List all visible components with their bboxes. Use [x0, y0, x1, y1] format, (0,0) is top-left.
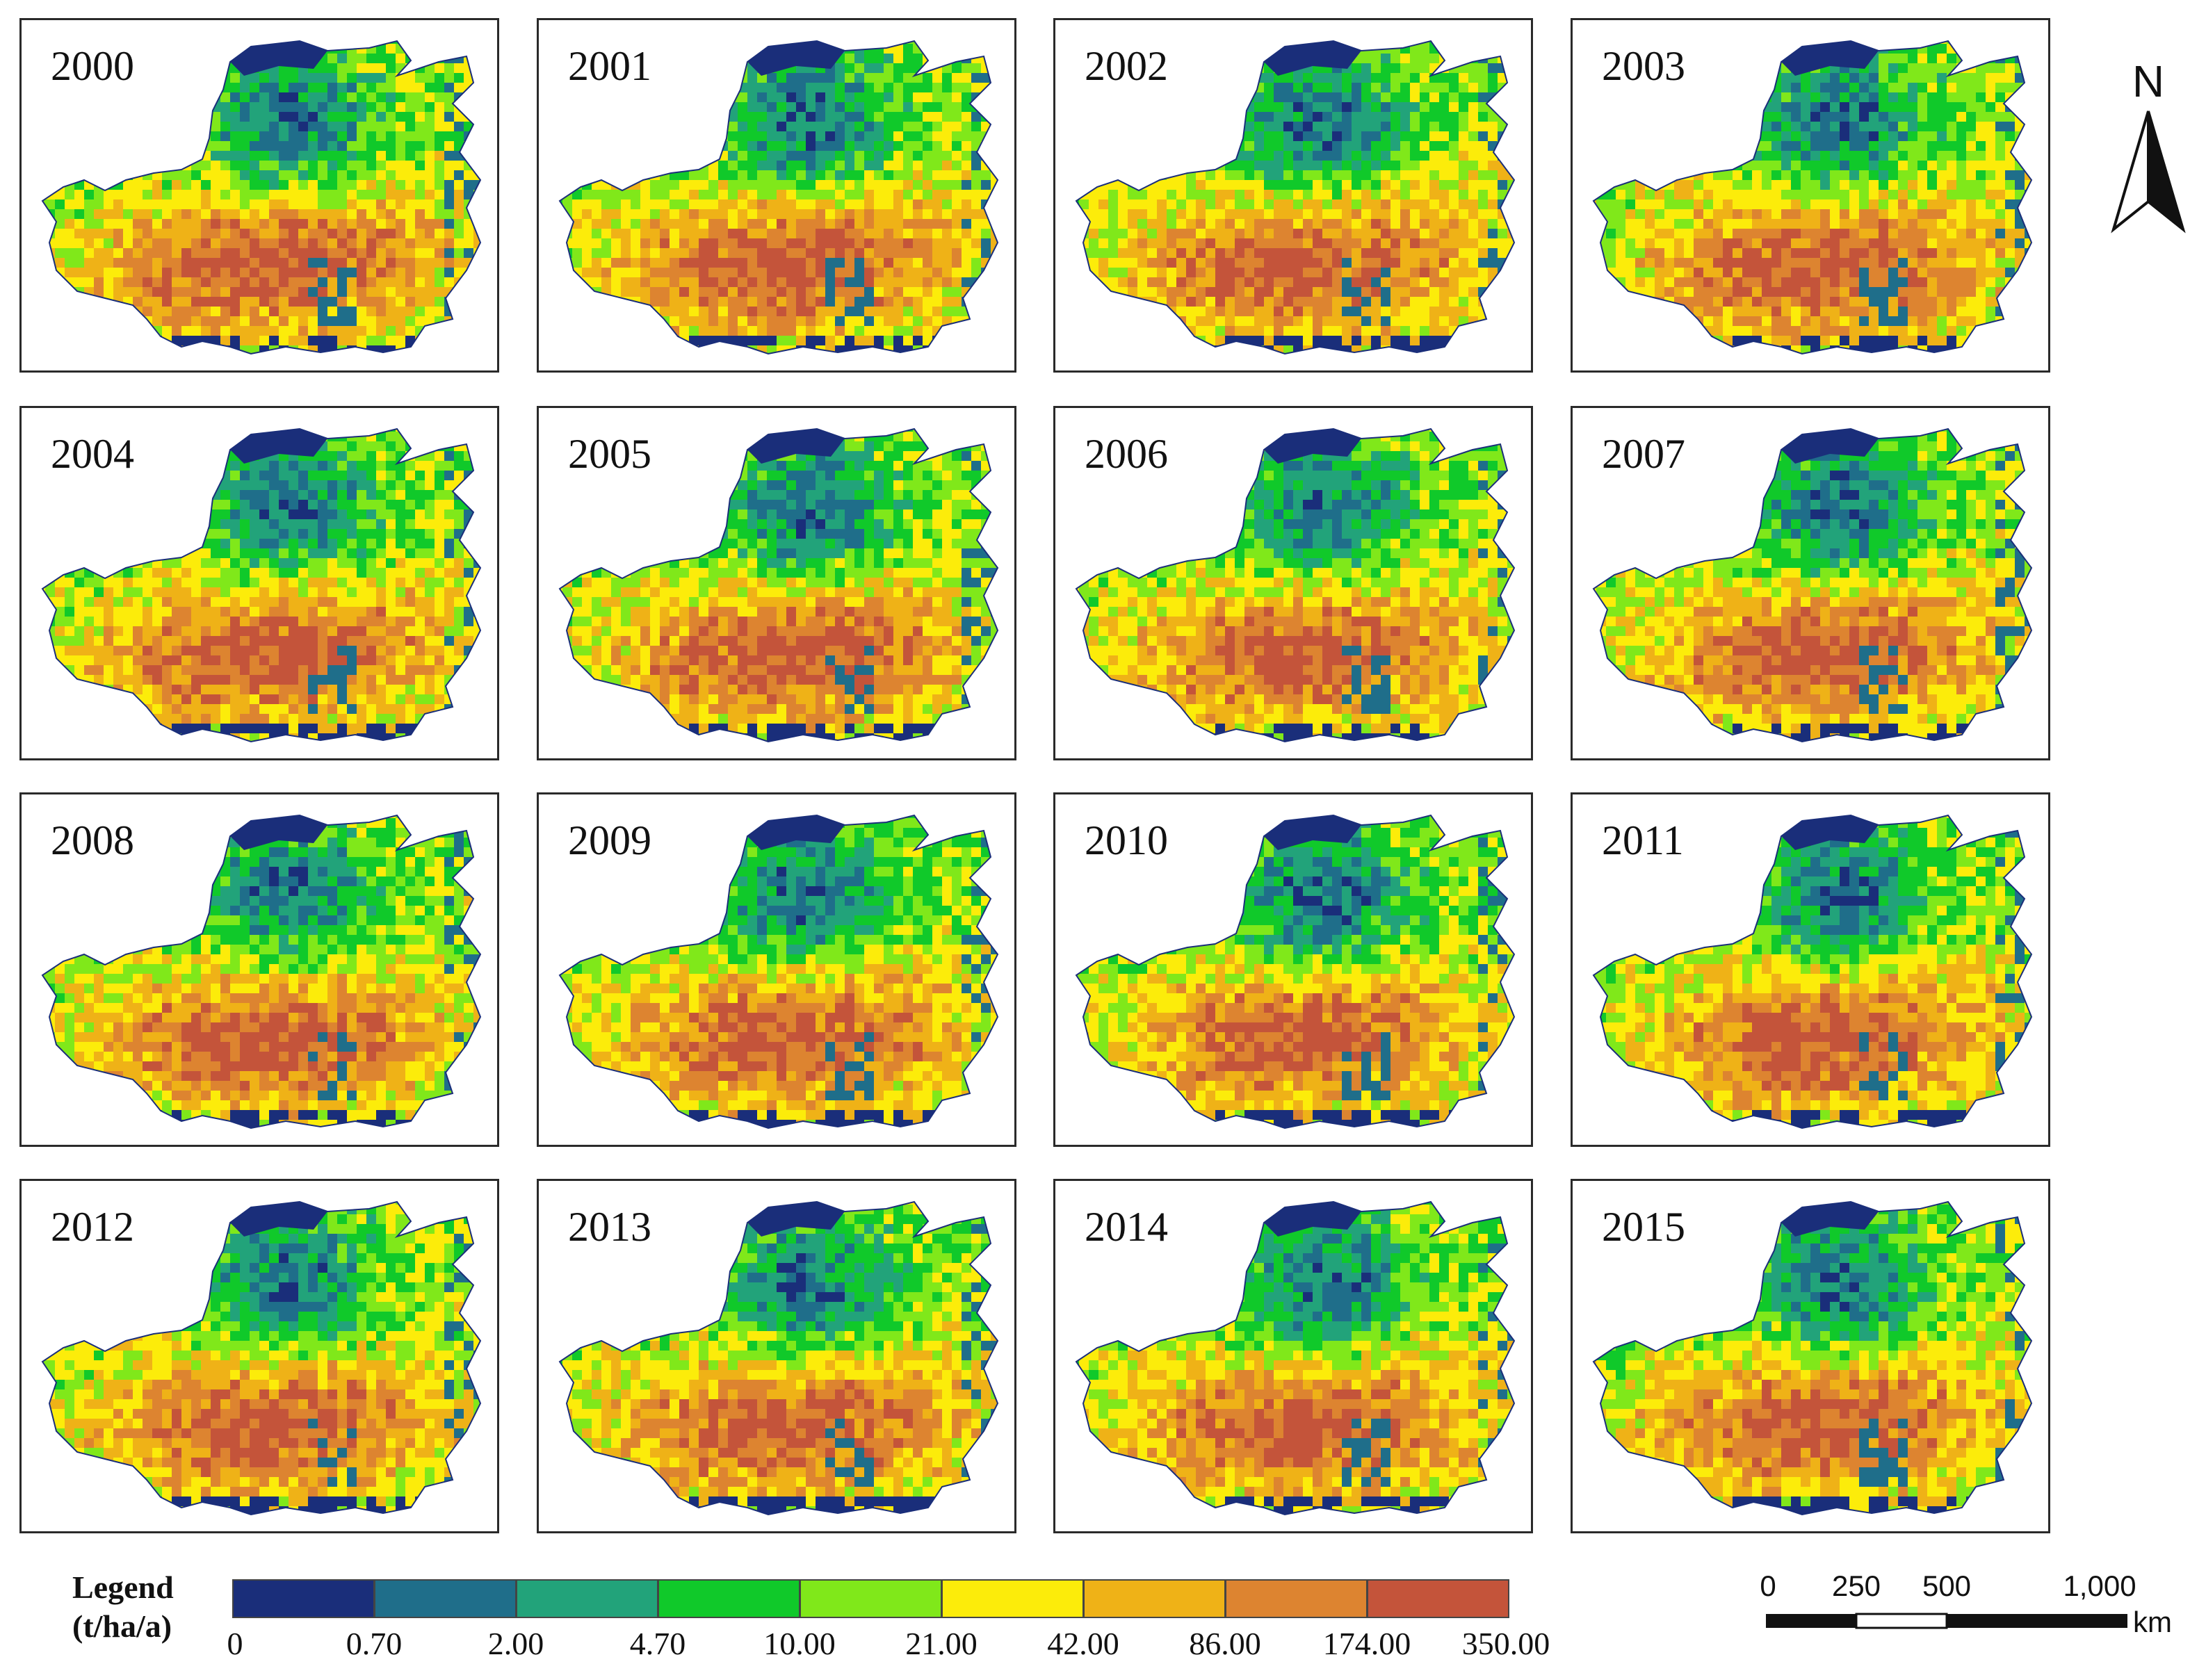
map-panel-2013: 2013: [537, 1179, 1016, 1533]
panel-year-label: 2000: [51, 42, 134, 90]
erosion-map: [558, 814, 999, 1129]
erosion-map: [41, 1200, 482, 1516]
panel-year-label: 2014: [1085, 1203, 1168, 1251]
panel-year-label: 2012: [51, 1203, 134, 1251]
legend-tick-label: 0.70: [346, 1625, 403, 1662]
panel-year-label: 2009: [568, 817, 651, 865]
map-panel-2010: 2010: [1053, 792, 1533, 1147]
map-panel-2008: 2008: [19, 792, 499, 1147]
panel-year-label: 2007: [1602, 430, 1685, 478]
panel-year-label: 2010: [1085, 817, 1168, 865]
legend-swatch: [1083, 1579, 1226, 1618]
legend-tick-label: 0: [227, 1625, 243, 1662]
panel-year-label: 2008: [51, 817, 134, 865]
panel-year-label: 2005: [568, 430, 651, 478]
legend-swatch: [374, 1579, 517, 1618]
erosion-map: [1075, 427, 1516, 743]
scale-label-500: 500: [1922, 1569, 1971, 1603]
legend-tick-label: 4.70: [630, 1625, 686, 1662]
map-panel-2011: 2011: [1571, 792, 2050, 1147]
map-panel-2015: 2015: [1571, 1179, 2050, 1533]
erosion-map: [41, 814, 482, 1129]
legend-tick-label: 174.00: [1323, 1625, 1411, 1662]
map-panel-2001: 2001: [537, 18, 1016, 373]
panel-year-label: 2004: [51, 430, 134, 478]
erosion-map: [558, 427, 999, 743]
legend-swatch: [658, 1579, 800, 1618]
legend-tick-label: 350.00: [1462, 1625, 1550, 1662]
panel-year-label: 2001: [568, 42, 651, 90]
scale-segment-2: [1855, 1613, 1948, 1629]
scale-label-0: 0: [1760, 1569, 1776, 1603]
erosion-map: [558, 1200, 999, 1516]
map-panel-2002: 2002: [1053, 18, 1533, 373]
erosion-map: [1592, 814, 2033, 1129]
map-panel-2004: 2004: [19, 406, 499, 760]
panel-year-label: 2013: [568, 1203, 651, 1251]
legend-swatch: [1367, 1579, 1509, 1618]
panel-year-label: 2003: [1602, 42, 1685, 90]
map-panel-2005: 2005: [537, 406, 1016, 760]
legend-title: Legend: [72, 1570, 174, 1604]
erosion-map: [1592, 427, 2033, 743]
erosion-map: [1075, 814, 1516, 1129]
map-panel-2003: 2003: [1571, 18, 2050, 373]
map-panel-2000: 2000: [19, 18, 499, 373]
north-label: N: [2107, 56, 2190, 107]
erosion-map: [558, 40, 999, 355]
map-panel-2014: 2014: [1053, 1179, 1533, 1533]
legend-swatch: [941, 1579, 1084, 1618]
north-arrow: N: [2107, 56, 2190, 236]
legend-swatch: [232, 1579, 375, 1618]
scale-unit: km: [2133, 1606, 2172, 1639]
legend-tick-label: 2.00: [488, 1625, 544, 1662]
legend-swatch: [516, 1579, 658, 1618]
map-panel-2007: 2007: [1571, 406, 2050, 760]
map-panel-2006: 2006: [1053, 406, 1533, 760]
scale-label-250: 250: [1832, 1569, 1881, 1603]
panel-year-label: 2015: [1602, 1203, 1685, 1251]
erosion-map: [1075, 1200, 1516, 1516]
legend-tick-label: 86.00: [1189, 1625, 1261, 1662]
erosion-map: [1592, 40, 2033, 355]
legend-tick-label: 10.00: [763, 1625, 836, 1662]
panel-year-label: 2002: [1085, 42, 1168, 90]
erosion-map: [41, 427, 482, 743]
scale-label-1000: 1,000: [2063, 1569, 2136, 1603]
legend-units: (t/ha/a): [72, 1609, 172, 1643]
map-panel-2012: 2012: [19, 1179, 499, 1533]
panel-year-label: 2006: [1085, 430, 1168, 478]
erosion-map: [1075, 40, 1516, 355]
scale-segment-3: [1947, 1614, 2127, 1628]
legend-tick-label: 42.00: [1047, 1625, 1119, 1662]
erosion-map: [41, 40, 482, 355]
panel-year-label: 2011: [1602, 817, 1684, 865]
north-arrow-icon: [2111, 111, 2186, 234]
scale-segment-1: [1766, 1614, 1856, 1628]
legend-tick-label: 21.00: [905, 1625, 978, 1662]
erosion-map: [1592, 1200, 2033, 1516]
legend-swatch: [1225, 1579, 1368, 1618]
map-panel-2009: 2009: [537, 792, 1016, 1147]
legend-swatch: [800, 1579, 942, 1618]
